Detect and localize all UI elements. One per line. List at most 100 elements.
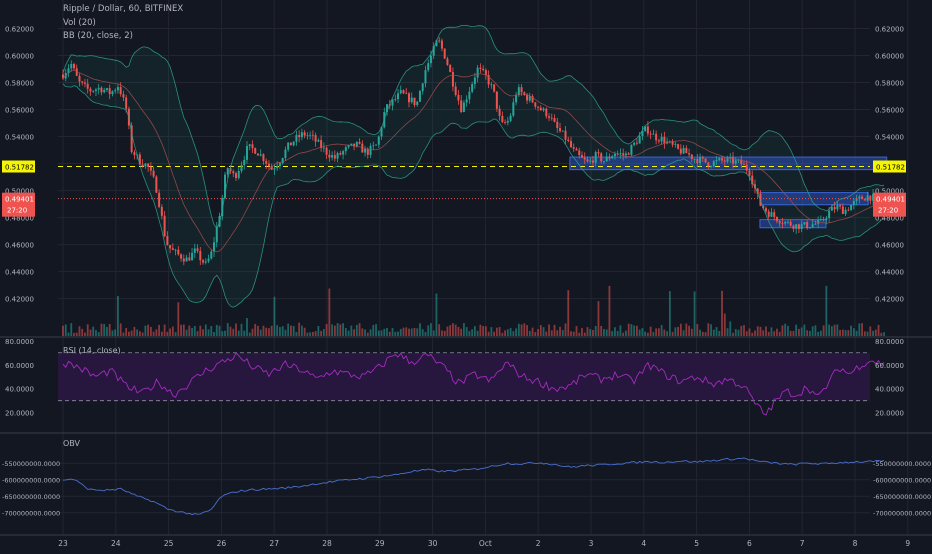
- candle-body: [317, 140, 320, 142]
- volume-bar: [863, 331, 866, 336]
- candle-body: [811, 224, 814, 228]
- candle-body: [646, 126, 649, 134]
- volume-bar: [147, 324, 150, 336]
- volume-bar: [257, 325, 259, 336]
- volume-bar: [531, 327, 534, 336]
- candle-body: [339, 153, 342, 155]
- volume-bar: [679, 323, 682, 336]
- candle-body: [550, 117, 553, 119]
- volume-bar: [550, 330, 553, 336]
- candle-body: [742, 163, 745, 165]
- volume-bar: [336, 323, 339, 336]
- volume-bar: [476, 330, 479, 336]
- volume-bar: [745, 331, 748, 336]
- candle-body: [649, 133, 652, 135]
- candle-body: [386, 104, 389, 113]
- candle-body: [833, 207, 836, 210]
- volume-bar: [457, 326, 460, 336]
- candle-body: [638, 136, 641, 144]
- volume-bar: [567, 290, 570, 336]
- candle-body: [668, 141, 671, 143]
- volume-bar: [825, 285, 828, 336]
- rsi-title: RSI (14, close): [63, 346, 121, 355]
- bollinger-lower-band: [62, 83, 885, 308]
- candle-body: [224, 174, 227, 198]
- volume-bar: [325, 324, 328, 336]
- candle-body: [152, 170, 155, 177]
- candle-body: [600, 153, 603, 162]
- volume-bar: [528, 330, 531, 336]
- candle-body: [295, 135, 298, 142]
- candle-body: [306, 135, 309, 137]
- candle-body: [399, 90, 402, 94]
- candle-body: [377, 136, 380, 145]
- candle-body: [89, 88, 92, 92]
- candle-body: [372, 145, 375, 147]
- volume-bar: [215, 324, 218, 336]
- candle-body: [204, 261, 207, 263]
- volume-bar: [460, 328, 463, 336]
- candle-body: [580, 155, 583, 158]
- candle-body: [556, 121, 559, 129]
- volume-bar: [166, 331, 169, 336]
- candle-body: [410, 97, 413, 103]
- candle-body: [863, 199, 866, 201]
- candle-body: [149, 166, 152, 171]
- volume-bar: [545, 331, 548, 336]
- volume-bar: [229, 326, 232, 336]
- candle-body: [572, 147, 575, 149]
- volume-bar: [163, 324, 166, 336]
- candle-body: [586, 159, 589, 162]
- volume-bar: [377, 330, 380, 336]
- rsi-line[interactable]: [62, 352, 885, 416]
- volume-bar: [641, 328, 644, 336]
- grid-layer: [58, 0, 909, 535]
- candle-body: [693, 158, 696, 160]
- candle-body: [451, 71, 454, 87]
- volume-bar: [732, 332, 734, 336]
- volume-bar: [707, 323, 710, 336]
- volume-bar: [830, 326, 833, 336]
- candle-body: [512, 102, 515, 116]
- volume-bar: [625, 330, 627, 336]
- candle-body: [300, 132, 303, 138]
- obv-line[interactable]: [62, 457, 885, 516]
- rsi-pane[interactable]: [58, 352, 885, 416]
- candle-body: [83, 82, 86, 84]
- volume-bar: [517, 323, 520, 336]
- obv-pane[interactable]: [62, 457, 885, 516]
- candle-body: [682, 147, 685, 154]
- candle-body: [841, 206, 844, 214]
- volume-bar: [644, 331, 647, 336]
- candle-body: [108, 88, 111, 95]
- bollinger-basis: [62, 69, 885, 253]
- volume-bar: [723, 313, 726, 336]
- candle-body: [660, 136, 663, 142]
- volume-bar: [806, 330, 809, 336]
- candle-body: [855, 198, 858, 201]
- candle-body: [276, 166, 279, 169]
- volume-bar: [759, 326, 762, 336]
- candle-body: [844, 209, 847, 214]
- candle-body: [701, 157, 704, 159]
- candle-body: [188, 257, 191, 261]
- axes-layer: 0.62000 0.62000 0.60000 0.60000 0.58000 0.580…: [2, 25, 931, 548]
- volume-bar: [668, 291, 671, 336]
- volume-bar: [778, 331, 781, 336]
- price-axis-right-tick: 0.54000: [875, 134, 904, 142]
- candle-body: [380, 127, 383, 137]
- volume-bar: [721, 290, 723, 336]
- rsi-axis-left-tick: 80.0000: [5, 338, 34, 346]
- price-pane[interactable]: [58, 24, 888, 336]
- candle-body: [644, 126, 647, 131]
- volume-bar: [193, 325, 196, 336]
- x-axis-tick: 7: [800, 539, 805, 548]
- candle-body: [130, 125, 133, 153]
- volume-bar: [210, 325, 213, 336]
- volume-bar: [188, 325, 191, 336]
- candle-body: [773, 212, 776, 217]
- volume-bar: [866, 331, 869, 336]
- volume-bar: [561, 330, 564, 336]
- volume-bar: [490, 327, 493, 336]
